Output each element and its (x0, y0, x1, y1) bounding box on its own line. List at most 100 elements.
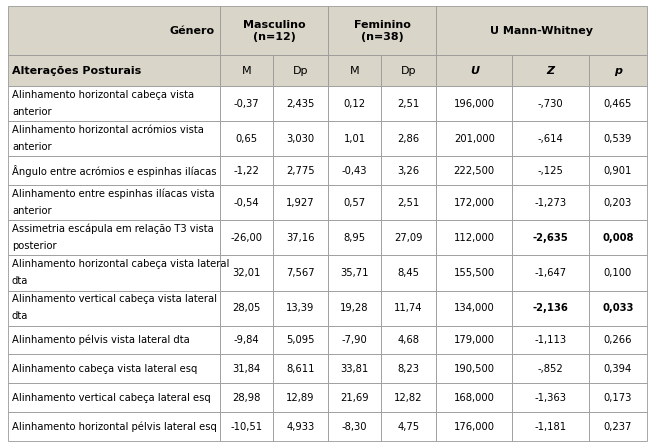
Bar (512, 383, 589, 412)
Text: 31,84: 31,84 (233, 364, 261, 374)
Text: -1,22: -1,22 (233, 166, 259, 176)
Text: 5,095: 5,095 (286, 335, 315, 345)
Text: 0,394: 0,394 (604, 364, 632, 374)
Bar (436, 255, 512, 291)
Text: 4,75: 4,75 (398, 422, 420, 431)
Text: Alinhamento cabeça vista lateral esq: Alinhamento cabeça vista lateral esq (12, 364, 197, 374)
Bar (589, 55, 647, 86)
Bar (8, 220, 220, 255)
Text: 0,901: 0,901 (604, 166, 632, 176)
Bar (8, 186, 220, 220)
Bar (512, 186, 589, 220)
Bar (8, 122, 220, 156)
Text: 7,567: 7,567 (286, 268, 315, 278)
Text: Alinhamento vertical cabeça lateral esq: Alinhamento vertical cabeça lateral esq (12, 393, 211, 403)
Text: 33,81: 33,81 (341, 364, 369, 374)
Bar (589, 325, 647, 354)
Text: -2,635: -2,635 (533, 233, 569, 243)
Text: 112,000: 112,000 (454, 233, 495, 243)
Text: -8,30: -8,30 (342, 422, 367, 431)
Bar (512, 156, 589, 186)
Text: 2,51: 2,51 (398, 99, 420, 109)
Bar (273, 86, 328, 122)
Text: 1,927: 1,927 (286, 198, 315, 208)
Bar (436, 383, 512, 412)
Bar (220, 325, 273, 354)
Bar (381, 412, 436, 441)
Bar (273, 412, 328, 441)
Text: 3,26: 3,26 (398, 166, 420, 176)
Text: 1,01: 1,01 (343, 134, 365, 144)
Text: 0,465: 0,465 (604, 99, 632, 109)
Text: -1,647: -1,647 (534, 268, 567, 278)
Text: p: p (614, 66, 622, 76)
Bar (589, 86, 647, 122)
Bar (381, 291, 436, 325)
Bar (8, 6, 220, 55)
Bar (589, 220, 647, 255)
Text: anterior: anterior (12, 142, 52, 152)
Text: -1,273: -1,273 (534, 198, 567, 208)
Bar (381, 186, 436, 220)
Bar (220, 55, 273, 86)
Text: 28,98: 28,98 (233, 393, 261, 403)
Text: 35,71: 35,71 (340, 268, 369, 278)
Bar (381, 156, 436, 186)
Text: 0,237: 0,237 (604, 422, 632, 431)
Bar (381, 325, 436, 354)
Text: Feminino
(n=38): Feminino (n=38) (354, 20, 411, 42)
Bar (512, 354, 589, 383)
Text: Assimetria escápula em relação T3 vista: Assimetria escápula em relação T3 vista (12, 224, 214, 234)
Text: 11,74: 11,74 (394, 303, 423, 313)
Bar (220, 6, 328, 55)
Text: -1,181: -1,181 (534, 422, 567, 431)
Bar (8, 383, 220, 412)
Bar (273, 354, 328, 383)
Text: -,614: -,614 (538, 134, 563, 144)
Bar (589, 383, 647, 412)
Text: 8,45: 8,45 (398, 268, 420, 278)
Text: Alterações Posturais: Alterações Posturais (12, 66, 141, 76)
Bar (220, 412, 273, 441)
Text: 222,500: 222,500 (454, 166, 495, 176)
Text: -7,90: -7,90 (342, 335, 367, 345)
Bar (328, 55, 381, 86)
Text: 21,69: 21,69 (340, 393, 369, 403)
Bar (436, 122, 512, 156)
Text: 179,000: 179,000 (454, 335, 495, 345)
Text: 32,01: 32,01 (233, 268, 261, 278)
Bar (8, 354, 220, 383)
Bar (8, 86, 220, 122)
Bar (381, 255, 436, 291)
Text: U Mann-Whitney: U Mann-Whitney (490, 26, 593, 36)
Bar (8, 55, 220, 86)
Bar (273, 186, 328, 220)
Text: -0,54: -0,54 (234, 198, 259, 208)
Bar (328, 156, 381, 186)
Text: 0,65: 0,65 (235, 134, 257, 144)
Bar (273, 55, 328, 86)
Bar (381, 383, 436, 412)
Text: 176,000: 176,000 (454, 422, 495, 431)
Text: Alinhamento pélvis vista lateral dta: Alinhamento pélvis vista lateral dta (12, 335, 190, 345)
Text: -9,84: -9,84 (234, 335, 259, 345)
Bar (328, 255, 381, 291)
Bar (589, 354, 647, 383)
Bar (328, 6, 436, 55)
Text: 19,28: 19,28 (340, 303, 369, 313)
Text: Alinhamento vertical cabeça vista lateral: Alinhamento vertical cabeça vista latera… (12, 294, 217, 304)
Text: 2,86: 2,86 (398, 134, 420, 144)
Text: 0,008: 0,008 (602, 233, 633, 243)
Bar (273, 220, 328, 255)
Bar (8, 156, 220, 186)
Text: -1,113: -1,113 (534, 335, 567, 345)
Text: -26,00: -26,00 (231, 233, 263, 243)
Bar (436, 6, 647, 55)
Text: 13,39: 13,39 (286, 303, 314, 313)
Bar (8, 325, 220, 354)
Bar (512, 55, 589, 86)
Bar (381, 55, 436, 86)
Bar (220, 354, 273, 383)
Text: 2,435: 2,435 (286, 99, 314, 109)
Bar (220, 122, 273, 156)
